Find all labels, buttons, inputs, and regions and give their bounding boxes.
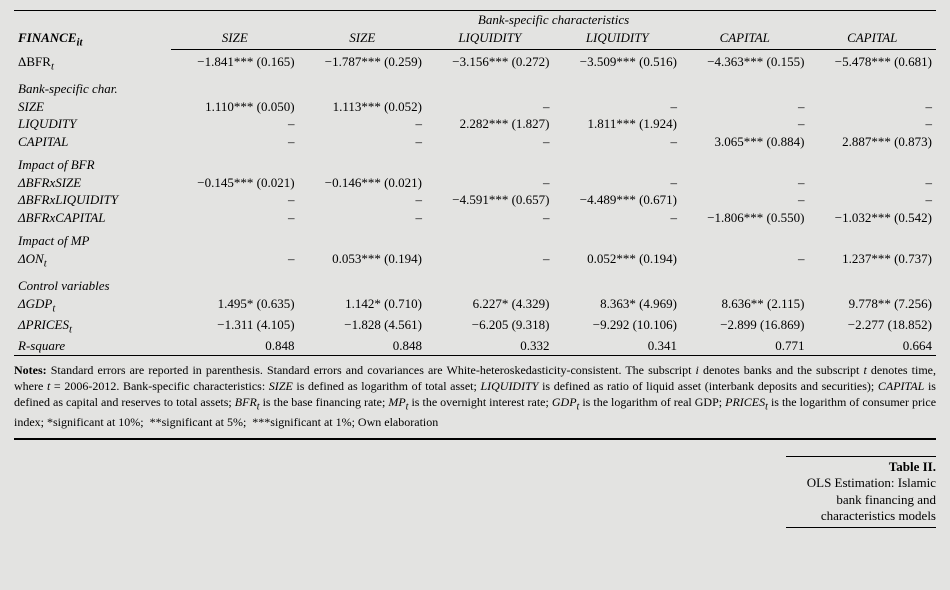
header-col-6: CAPITAL (808, 29, 936, 50)
section-header: Bank-specific char. (14, 74, 936, 98)
header-col-5: CAPITAL (681, 29, 808, 50)
regression-table: Bank-specific characteristics FINANCEit … (14, 10, 936, 356)
table-row: LIQUDITY ––2.282*** (1.827)1.811*** (1.9… (14, 115, 936, 133)
section-header: Impact of BFR (14, 150, 936, 174)
table-row: ΔBFRxCAPITAL ––––−1.806*** (0.550)−1.032… (14, 209, 936, 227)
table-row: R-square 0.8480.8480.3320.3410.7710.664 (14, 337, 936, 355)
header-col-1: SIZE (171, 29, 298, 50)
table-row: CAPITAL ––––3.065*** (0.884)2.887*** (0.… (14, 133, 936, 151)
table-row: ΔONt –0.053*** (0.194)–0.052*** (0.194)–… (14, 250, 936, 271)
table-row: SIZE 1.110*** (0.050)1.113*** (0.052)–––… (14, 98, 936, 116)
header-col-4: LIQUIDITY (554, 29, 681, 50)
table-row: ΔBFRxLIQUIDITY ––−4.591*** (0.657)−4.489… (14, 191, 936, 209)
table-row: ΔPRICESt −1.311 (4.105)−1.828 (4.561)−6.… (14, 316, 936, 337)
table-row: ΔBFRxSIZE −0.145*** (0.021)−0.146*** (0.… (14, 174, 936, 192)
header-col-3: LIQUIDITY (426, 29, 553, 50)
table-row: ΔGDPt 1.495* (0.635)1.142* (0.710)6.227*… (14, 295, 936, 316)
header-col-2: SIZE (299, 29, 426, 50)
table-caption: Table II. OLS Estimation: Islamic bank f… (786, 456, 936, 528)
header-col0: FINANCEit (14, 29, 171, 50)
header-group: Bank-specific characteristics (171, 11, 936, 29)
table-end-rule (14, 438, 936, 440)
section-header: Control variables (14, 271, 936, 295)
table-notes: Notes: Standard errors are reported in p… (14, 360, 936, 430)
section-header: Impact of MP (14, 226, 936, 250)
table-row: ΔBFRt −1.841*** (0.165) −1.787*** (0.259… (14, 53, 936, 74)
